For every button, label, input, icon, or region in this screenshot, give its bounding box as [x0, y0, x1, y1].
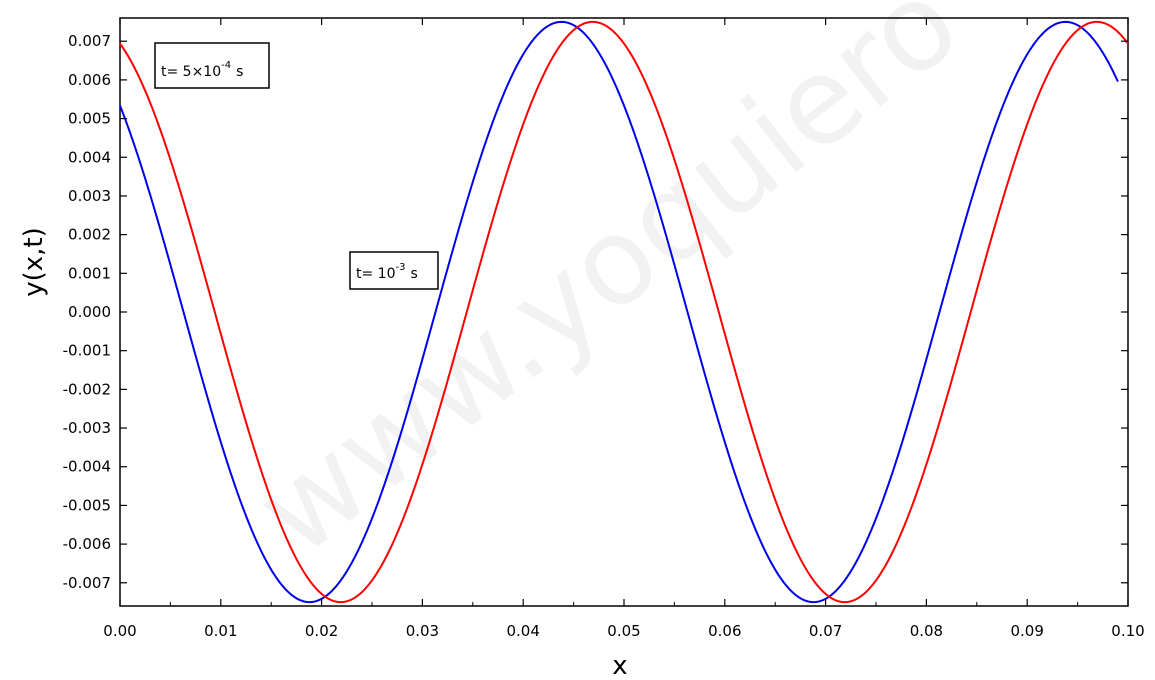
y-tick-label: 0.002 [68, 226, 111, 244]
annotation-box-1: t= 5×10-4 s [154, 42, 270, 89]
y-tick-label: -0.004 [63, 458, 111, 476]
series-line-1 [119, 20, 1119, 604]
x-axis: 0.00 0.01 0.02 0.03 0.04 0.05 0.06 0.07 0.08 0.09… [103, 18, 1145, 640]
annotation-box-1-frame [154, 42, 270, 89]
y-tick-label: 0.004 [68, 148, 111, 166]
y-tick-label: 0.001 [68, 264, 111, 282]
y-tick-label: -0.002 [63, 380, 111, 398]
y-tick-label: -0.007 [63, 574, 111, 592]
x-tick-label: 0.05 [607, 622, 640, 640]
y-tick-label: -0.003 [63, 419, 111, 437]
annotation-box-2-text: t= 10-3 s [356, 262, 418, 282]
x-tick-label: 0.09 [1010, 622, 1043, 640]
x-axis-title: x [612, 651, 627, 680]
x-tick-label: 0.02 [305, 622, 338, 640]
y-axis: -0.007 -0.006 -0.005 -0.004 -0.003 -0.002 -0.0… [63, 32, 1128, 592]
x-tick-label: 0.00 [103, 622, 136, 640]
y-tick-label: 0.003 [68, 187, 111, 205]
x-tick-label: 0.03 [406, 622, 439, 640]
y-tick-label: 0.006 [68, 71, 111, 89]
x-tick-label: 0.06 [708, 622, 741, 640]
x-tick-label: 0.01 [204, 622, 237, 640]
series-layer [119, 20, 1129, 604]
x-tick-label: 0.07 [809, 622, 842, 640]
annotation-box-2-frame [349, 251, 439, 290]
y-axis-title: y(x,t) [19, 227, 49, 297]
y-tick-label: -0.005 [63, 496, 111, 514]
y-tick-label: 0.007 [68, 32, 111, 50]
y-tick-label: -0.001 [63, 342, 111, 360]
watermark: www.yoquiero [232, 0, 984, 583]
y-tick-label: 0.000 [68, 303, 111, 321]
annotation-box-2: t= 10-3 s [349, 251, 439, 290]
y-tick-label: -0.006 [63, 535, 111, 553]
x-tick-label: 0.04 [506, 622, 539, 640]
series-line-2 [119, 20, 1129, 604]
annotation-box-1-text: t= 5×10-4 s [161, 60, 243, 80]
x-tick-label: 0.10 [1111, 622, 1144, 640]
x-tick-label: 0.08 [910, 622, 943, 640]
y-tick-label: 0.005 [68, 110, 111, 128]
